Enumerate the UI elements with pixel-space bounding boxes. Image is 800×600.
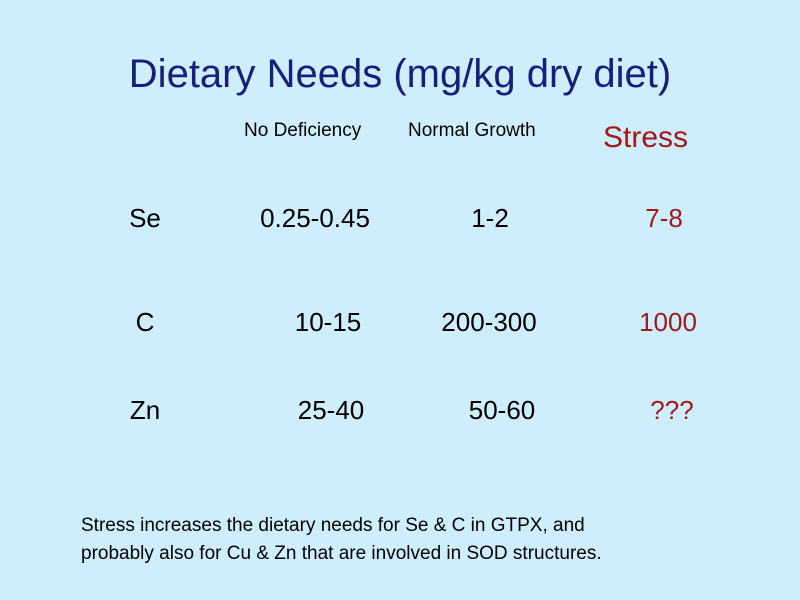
row-zn-element: Zn: [129, 395, 161, 425]
row-zn-stress: ???: [650, 395, 694, 425]
row-c-stress: 1000: [639, 307, 697, 337]
header-normal-growth: Normal Growth: [408, 120, 536, 141]
row-c-no-deficiency: 10-15: [294, 307, 362, 337]
row-zn-normal-growth: 50-60: [468, 395, 536, 425]
row-zn-no-deficiency: 25-40: [297, 395, 365, 425]
footnote-line-1: Stress increases the dietary needs for S…: [81, 515, 585, 536]
footnote-line-2: probably also for Cu & Zn that are invol…: [81, 543, 602, 564]
header-stress: Stress: [603, 121, 689, 154]
row-c-element: C: [135, 307, 155, 337]
footnote: Stress increases the dietary needs for S…: [81, 512, 761, 568]
row-se-element: Se: [129, 203, 161, 233]
slide-title: Dietary Needs (mg/kg dry diet): [128, 52, 672, 96]
header-no-deficiency: No Deficiency: [244, 120, 362, 141]
row-se-stress: 7-8: [645, 203, 683, 233]
row-se-normal-growth: 1-2: [471, 203, 509, 233]
row-se-no-deficiency: 0.25-0.45: [260, 203, 370, 233]
row-c-normal-growth: 200-300: [441, 307, 537, 337]
